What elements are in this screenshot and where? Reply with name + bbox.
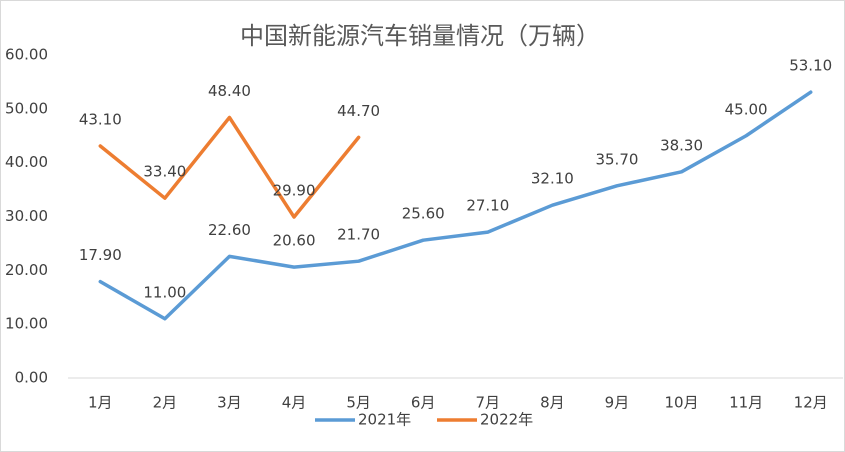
data-label: 20.60 [273, 232, 316, 250]
x-tick-label: 5月 [346, 394, 371, 412]
data-label: 38.30 [660, 136, 703, 154]
x-tick-label: 12月 [794, 394, 828, 412]
data-label: 48.40 [208, 82, 251, 100]
x-tick-label: 3月 [217, 394, 242, 412]
data-label: 29.90 [273, 182, 316, 200]
data-label: 17.90 [79, 246, 122, 264]
data-label: 35.70 [595, 150, 638, 168]
data-label: 53.10 [789, 57, 832, 75]
y-tick-label: 30.00 [5, 207, 48, 225]
y-tick-label: 50.00 [5, 99, 48, 117]
y-tick-label: 20.00 [5, 261, 48, 279]
data-label: 43.10 [79, 110, 122, 128]
data-label: 21.70 [337, 226, 380, 244]
data-label: 22.60 [208, 221, 251, 239]
chart-title: 中国新能源汽车销量情况（万辆） [240, 22, 600, 50]
x-tick-label: 11月 [729, 394, 763, 412]
y-tick-label: 0.00 [15, 369, 48, 387]
x-tick-label: 10月 [664, 394, 698, 412]
y-tick-label: 10.00 [5, 315, 48, 333]
x-tick-label: 4月 [282, 394, 307, 412]
data-label: 32.10 [531, 170, 574, 188]
series-line [98, 115, 361, 219]
data-label: 45.00 [725, 100, 768, 118]
y-tick-label: 60.00 [5, 46, 48, 64]
x-tick-label: 6月 [411, 394, 436, 412]
legend-label: 2022年 [480, 411, 533, 429]
data-label: 11.00 [143, 283, 186, 301]
data-label: 27.10 [466, 197, 509, 215]
x-tick-label: 9月 [605, 394, 630, 412]
x-tick-label: 2月 [153, 394, 178, 412]
y-tick-label: 40.00 [5, 153, 48, 171]
x-tick-label: 7月 [476, 394, 501, 412]
data-label: 25.60 [402, 205, 445, 223]
x-tick-label: 1月 [88, 394, 113, 412]
data-label: 33.40 [143, 163, 186, 181]
data-label: 44.70 [337, 102, 380, 120]
x-tick-label: 8月 [540, 394, 565, 412]
series-line [98, 90, 813, 321]
legend-label: 2021年 [358, 411, 411, 429]
